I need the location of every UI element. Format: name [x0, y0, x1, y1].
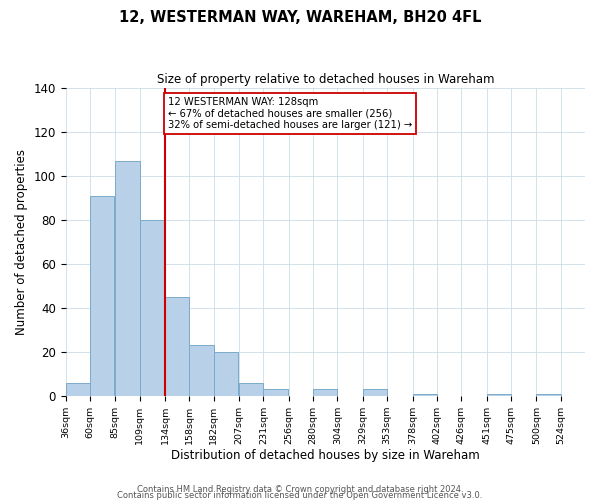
Bar [115, 160, 140, 396]
X-axis label: Distribution of detached houses by size in Wareham: Distribution of detached houses by size … [171, 450, 480, 462]
Bar [165, 297, 190, 396]
Bar [413, 394, 437, 396]
Y-axis label: Number of detached properties: Number of detached properties [15, 149, 28, 335]
Bar [363, 389, 387, 396]
Bar [65, 382, 90, 396]
Bar [263, 389, 288, 396]
Bar [190, 345, 214, 396]
Text: 12, WESTERMAN WAY, WAREHAM, BH20 4FL: 12, WESTERMAN WAY, WAREHAM, BH20 4FL [119, 10, 481, 25]
Bar [214, 352, 238, 396]
Text: 12 WESTERMAN WAY: 128sqm
← 67% of detached houses are smaller (256)
32% of semi-: 12 WESTERMAN WAY: 128sqm ← 67% of detach… [168, 97, 412, 130]
Bar [140, 220, 164, 396]
Bar [536, 394, 560, 396]
Bar [487, 394, 511, 396]
Title: Size of property relative to detached houses in Wareham: Size of property relative to detached ho… [157, 72, 494, 86]
Bar [90, 196, 115, 396]
Bar [313, 389, 337, 396]
Bar [239, 382, 263, 396]
Text: Contains HM Land Registry data © Crown copyright and database right 2024.: Contains HM Land Registry data © Crown c… [137, 484, 463, 494]
Text: Contains public sector information licensed under the Open Government Licence v3: Contains public sector information licen… [118, 490, 482, 500]
